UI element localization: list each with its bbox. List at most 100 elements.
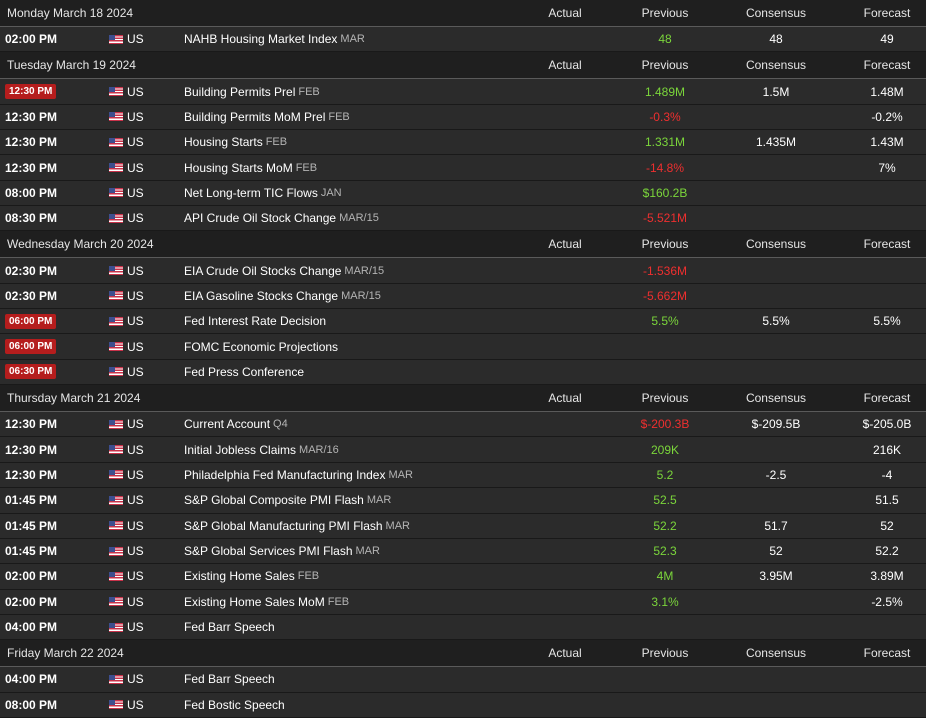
event-period: FEB	[297, 570, 320, 583]
us-flag-icon	[109, 590, 123, 614]
event-name[interactable]: Fed Barr Speech	[184, 620, 275, 635]
event-name-cell: Building Permits MoM Prel FEB	[184, 105, 350, 129]
event-row[interactable]: 01:45 PM US S&P Global Manufacturing PMI…	[0, 513, 926, 539]
event-row[interactable]: 01:45 PM US S&P Global Composite PMI Fla…	[0, 488, 926, 514]
event-previous: 209K	[650, 442, 680, 457]
col-consensus: Consensus	[745, 237, 807, 252]
event-row[interactable]: 12:30 PM US Housing Starts FEB 1.331M 1.4…	[0, 130, 926, 156]
event-time: 01:45 PM	[5, 518, 58, 533]
event-row[interactable]: 06:00 PM US Fed Interest Rate Decision 5…	[0, 309, 926, 335]
event-forecast: -4	[881, 467, 893, 482]
event-row[interactable]: 02:00 PM US Existing Home Sales MoM FEB 3…	[0, 589, 926, 615]
event-country: US	[127, 185, 144, 200]
event-name[interactable]: Fed Interest Rate Decision	[184, 314, 327, 329]
event-forecast	[832, 206, 926, 230]
col-forecast: Forecast	[863, 646, 911, 661]
event-period: Q4	[273, 418, 288, 431]
event-row[interactable]: 02:30 PM US EIA Gasoline Stocks Change MA…	[0, 283, 926, 310]
event-time: 01:45 PM	[5, 544, 58, 559]
event-name[interactable]: Current Account	[184, 417, 271, 432]
event-row[interactable]: 12:30 PM US Initial Jobless Claims MAR/16…	[0, 437, 926, 463]
event-name-cell: API Crude Oil Stock Change MAR/15	[184, 206, 379, 230]
event-name-cell: Fed Barr Speech	[184, 615, 278, 639]
us-flag-icon	[109, 437, 123, 461]
event-row[interactable]: 12:30 PM US Philadelphia Fed Manufacturi…	[0, 462, 926, 489]
us-flag-icon	[109, 693, 123, 717]
event-row[interactable]: 06:00 PM US FOMC Economic Projections	[0, 334, 926, 360]
event-name-cell: NAHB Housing Market Index MAR	[184, 27, 365, 51]
event-name[interactable]: Fed Bostic Speech	[184, 697, 285, 712]
event-name[interactable]: EIA Crude Oil Stocks Change	[184, 263, 342, 278]
event-row[interactable]: 12:30 PM US Housing Starts MoM FEB -14.8%…	[0, 155, 926, 181]
event-name[interactable]: Fed Press Conference	[184, 364, 305, 379]
event-consensus	[721, 667, 831, 691]
col-forecast: Forecast	[863, 6, 911, 20]
event-country: US	[127, 672, 144, 687]
event-name-cell: FOMC Economic Projections	[184, 334, 341, 358]
event-row[interactable]: 04:00 PM US Fed Barr Speech	[0, 667, 926, 693]
event-time-cell: 06:30 PM	[5, 360, 57, 384]
event-name-cell: Fed Interest Rate Decision	[184, 309, 329, 333]
event-previous: -14.8%	[645, 160, 685, 175]
event-name-cell: Fed Bostic Speech	[184, 693, 288, 717]
col-forecast: Forecast	[863, 391, 911, 406]
event-name[interactable]: S&P Global Services PMI Flash	[184, 544, 353, 559]
event-name[interactable]: Housing Starts	[184, 135, 263, 150]
event-consensus	[721, 105, 831, 129]
event-name-cell: EIA Crude Oil Stocks Change MAR/15	[184, 258, 384, 282]
event-previous: 5.5%	[651, 314, 679, 329]
us-flag-icon	[109, 181, 123, 205]
event-row[interactable]: 01:45 PM US S&P Global Services PMI Flas…	[0, 538, 926, 565]
event-time-cell: 12:30 PM	[5, 437, 57, 461]
event-row[interactable]: 08:00 PM US Net Long-term TIC Flows JAN $…	[0, 180, 926, 207]
event-row[interactable]: 02:00 PM US NAHB Housing Market Index MAR…	[0, 27, 926, 53]
event-name[interactable]: S&P Global Composite PMI Flash	[184, 493, 364, 508]
event-name[interactable]: NAHB Housing Market Index	[184, 32, 338, 47]
event-consensus	[721, 181, 831, 205]
event-name[interactable]: Initial Jobless Claims	[184, 442, 297, 457]
event-row[interactable]: 02:00 PM US Existing Home Sales FEB 4M 3.…	[0, 564, 926, 590]
event-period: FEB	[298, 85, 320, 98]
event-consensus	[721, 360, 831, 384]
event-row[interactable]: 06:30 PM US Fed Press Conference	[0, 359, 926, 386]
event-row[interactable]: 12:30 PM US Current Account Q4 $-200.3B $…	[0, 412, 926, 438]
event-name[interactable]: Fed Barr Speech	[184, 672, 275, 687]
event-row[interactable]: 04:00 PM US Fed Barr Speech	[0, 614, 926, 641]
event-name[interactable]: S&P Global Manufacturing PMI Flash	[184, 518, 383, 533]
col-actual: Actual	[548, 391, 582, 406]
event-actual	[510, 590, 620, 614]
event-row[interactable]: 12:30 PM US Building Permits MoM Prel FEB…	[0, 104, 926, 131]
event-name[interactable]: API Crude Oil Stock Change	[184, 211, 337, 226]
event-name[interactable]: Philadelphia Fed Manufacturing Index	[184, 467, 386, 482]
event-name-cell: Fed Press Conference	[184, 360, 307, 384]
event-row[interactable]: 08:30 PM US API Crude Oil Stock Change MA…	[0, 206, 926, 232]
event-row[interactable]: 02:30 PM US EIA Crude Oil Stocks Change M…	[0, 258, 926, 284]
event-previous	[610, 334, 720, 358]
event-previous	[610, 693, 720, 717]
event-time: 04:00 PM	[5, 620, 58, 635]
event-name[interactable]: Building Permits MoM Prel	[184, 109, 326, 124]
event-name[interactable]: FOMC Economic Projections	[184, 339, 339, 354]
event-consensus	[721, 437, 831, 461]
event-time-cell: 08:00 PM	[5, 181, 57, 205]
event-forecast	[832, 693, 926, 717]
event-actual	[510, 309, 620, 333]
event-previous: 52.5	[653, 493, 677, 508]
event-period: MAR/16	[299, 443, 339, 456]
event-time-cell: 06:00 PM	[5, 334, 57, 358]
event-name[interactable]: Building Permits Prel	[184, 84, 296, 99]
event-row[interactable]: 08:00 PM US Fed Bostic Speech	[0, 692, 926, 718]
event-country: US	[127, 620, 144, 635]
event-name[interactable]: Existing Home Sales MoM	[184, 594, 325, 609]
event-consensus	[721, 334, 831, 358]
event-name[interactable]: Housing Starts MoM	[184, 160, 293, 175]
event-name[interactable]: Net Long-term TIC Flows	[184, 185, 318, 200]
event-name[interactable]: EIA Gasoline Stocks Change	[184, 288, 339, 303]
col-forecast: Forecast	[863, 237, 911, 252]
event-time-cell: 12:30 PM	[5, 105, 57, 129]
us-flag-icon	[109, 334, 123, 358]
event-period: MAR/15	[339, 212, 379, 225]
event-name[interactable]: Existing Home Sales	[184, 569, 295, 584]
event-period: MAR/15	[344, 264, 385, 277]
event-row[interactable]: 12:30 PM US Building Permits Prel FEB 1.4…	[0, 79, 926, 105]
